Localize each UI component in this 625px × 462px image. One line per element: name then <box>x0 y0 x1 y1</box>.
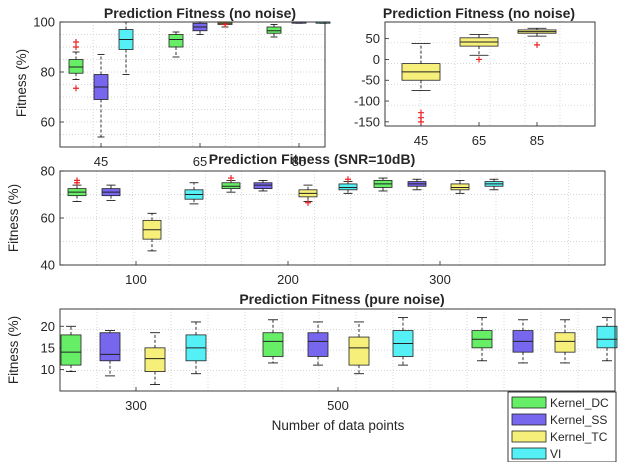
x-tick-label: 65 <box>193 154 207 169</box>
box-body <box>100 333 120 361</box>
y-tick-label: 40 <box>41 258 55 273</box>
legend-swatch <box>512 397 546 408</box>
x-tick-label: 100 <box>125 272 147 287</box>
y-tick-label: 50 <box>366 31 380 46</box>
y-tick-label: 0 <box>373 52 380 67</box>
y-tick-label: 15 <box>41 340 55 355</box>
box-body <box>263 333 283 357</box>
panel-title: Prediction Fitness (SNR=10dB) <box>209 151 416 167</box>
legend-label: Kernel_SS <box>550 413 607 427</box>
box-body <box>555 333 575 352</box>
x-tick-label: 45 <box>94 154 108 169</box>
y-tick-label: 80 <box>41 164 55 179</box>
legend-label: VI <box>550 447 561 461</box>
x-tick-label: 300 <box>429 272 451 287</box>
y-tick-label: 100 <box>33 15 55 30</box>
x-tick-label: 500 <box>327 398 349 413</box>
x-tick-label: 45 <box>414 133 428 148</box>
legend-label: Kernel_TC <box>550 430 608 444</box>
y-tick-label: 60 <box>41 211 55 226</box>
x-tick-label: 85 <box>530 133 544 148</box>
box-body <box>597 326 617 348</box>
y-tick-label: 10 <box>41 362 55 377</box>
box-body <box>339 184 357 190</box>
x-tick-label: 65 <box>472 133 486 148</box>
box-body <box>267 27 281 33</box>
x-axis-label: Number of data points <box>272 418 405 433</box>
box-body <box>169 35 183 48</box>
box-body <box>349 337 369 365</box>
legend-item-kernel-dc: Kernel_DC <box>512 396 609 410</box>
y-tick-label: -100 <box>354 94 380 109</box>
box-body <box>61 335 81 365</box>
panel-top-right: Prediction Fitness (no noise) -150 -100 -5… <box>354 5 595 148</box>
panel-title: Prediction Fitness (no noise) <box>383 5 575 21</box>
panel-snr: Prediction Fitness (SNR=10dB) Fitness (%… <box>6 151 605 287</box>
box-body <box>308 333 328 357</box>
legend-item-vi: VI <box>512 447 561 461</box>
box-body <box>145 348 165 372</box>
legend-swatch <box>512 414 546 425</box>
box-body <box>222 183 240 189</box>
y-tick-label: -150 <box>354 114 380 129</box>
legend-item-kernel-ss: Kernel_SS <box>512 413 607 427</box>
y-axis-label: Fitness (%) <box>6 316 21 384</box>
box-body <box>69 60 83 74</box>
legend: Kernel_DC Kernel_SS Kernel_TC VI <box>508 392 616 462</box>
y-tick-label: 60 <box>41 115 55 130</box>
box-body <box>254 183 272 189</box>
x-tick-label: 200 <box>277 272 299 287</box>
y-tick-label: -50 <box>361 73 380 88</box>
legend-item-kernel-tc: Kernel_TC <box>512 430 608 444</box>
panel-title: Prediction Fitness (no noise) <box>104 5 296 21</box>
y-tick-label: 80 <box>41 65 55 80</box>
box-body <box>451 184 469 190</box>
y-axis-label: Fitness (%) <box>6 184 21 252</box>
y-tick-label: 20 <box>41 319 55 334</box>
panel-top-left: Prediction Fitness (no noise) Fitness (%… <box>14 5 330 169</box>
legend-swatch <box>512 431 546 442</box>
y-axis-label: Fitness (%) <box>14 49 29 117</box>
legend-swatch <box>512 448 546 459</box>
legend-label: Kernel_DC <box>550 396 609 410</box>
x-tick-label: 300 <box>125 398 147 413</box>
panel-title: Prediction Fitness (pure noise) <box>239 291 444 307</box>
